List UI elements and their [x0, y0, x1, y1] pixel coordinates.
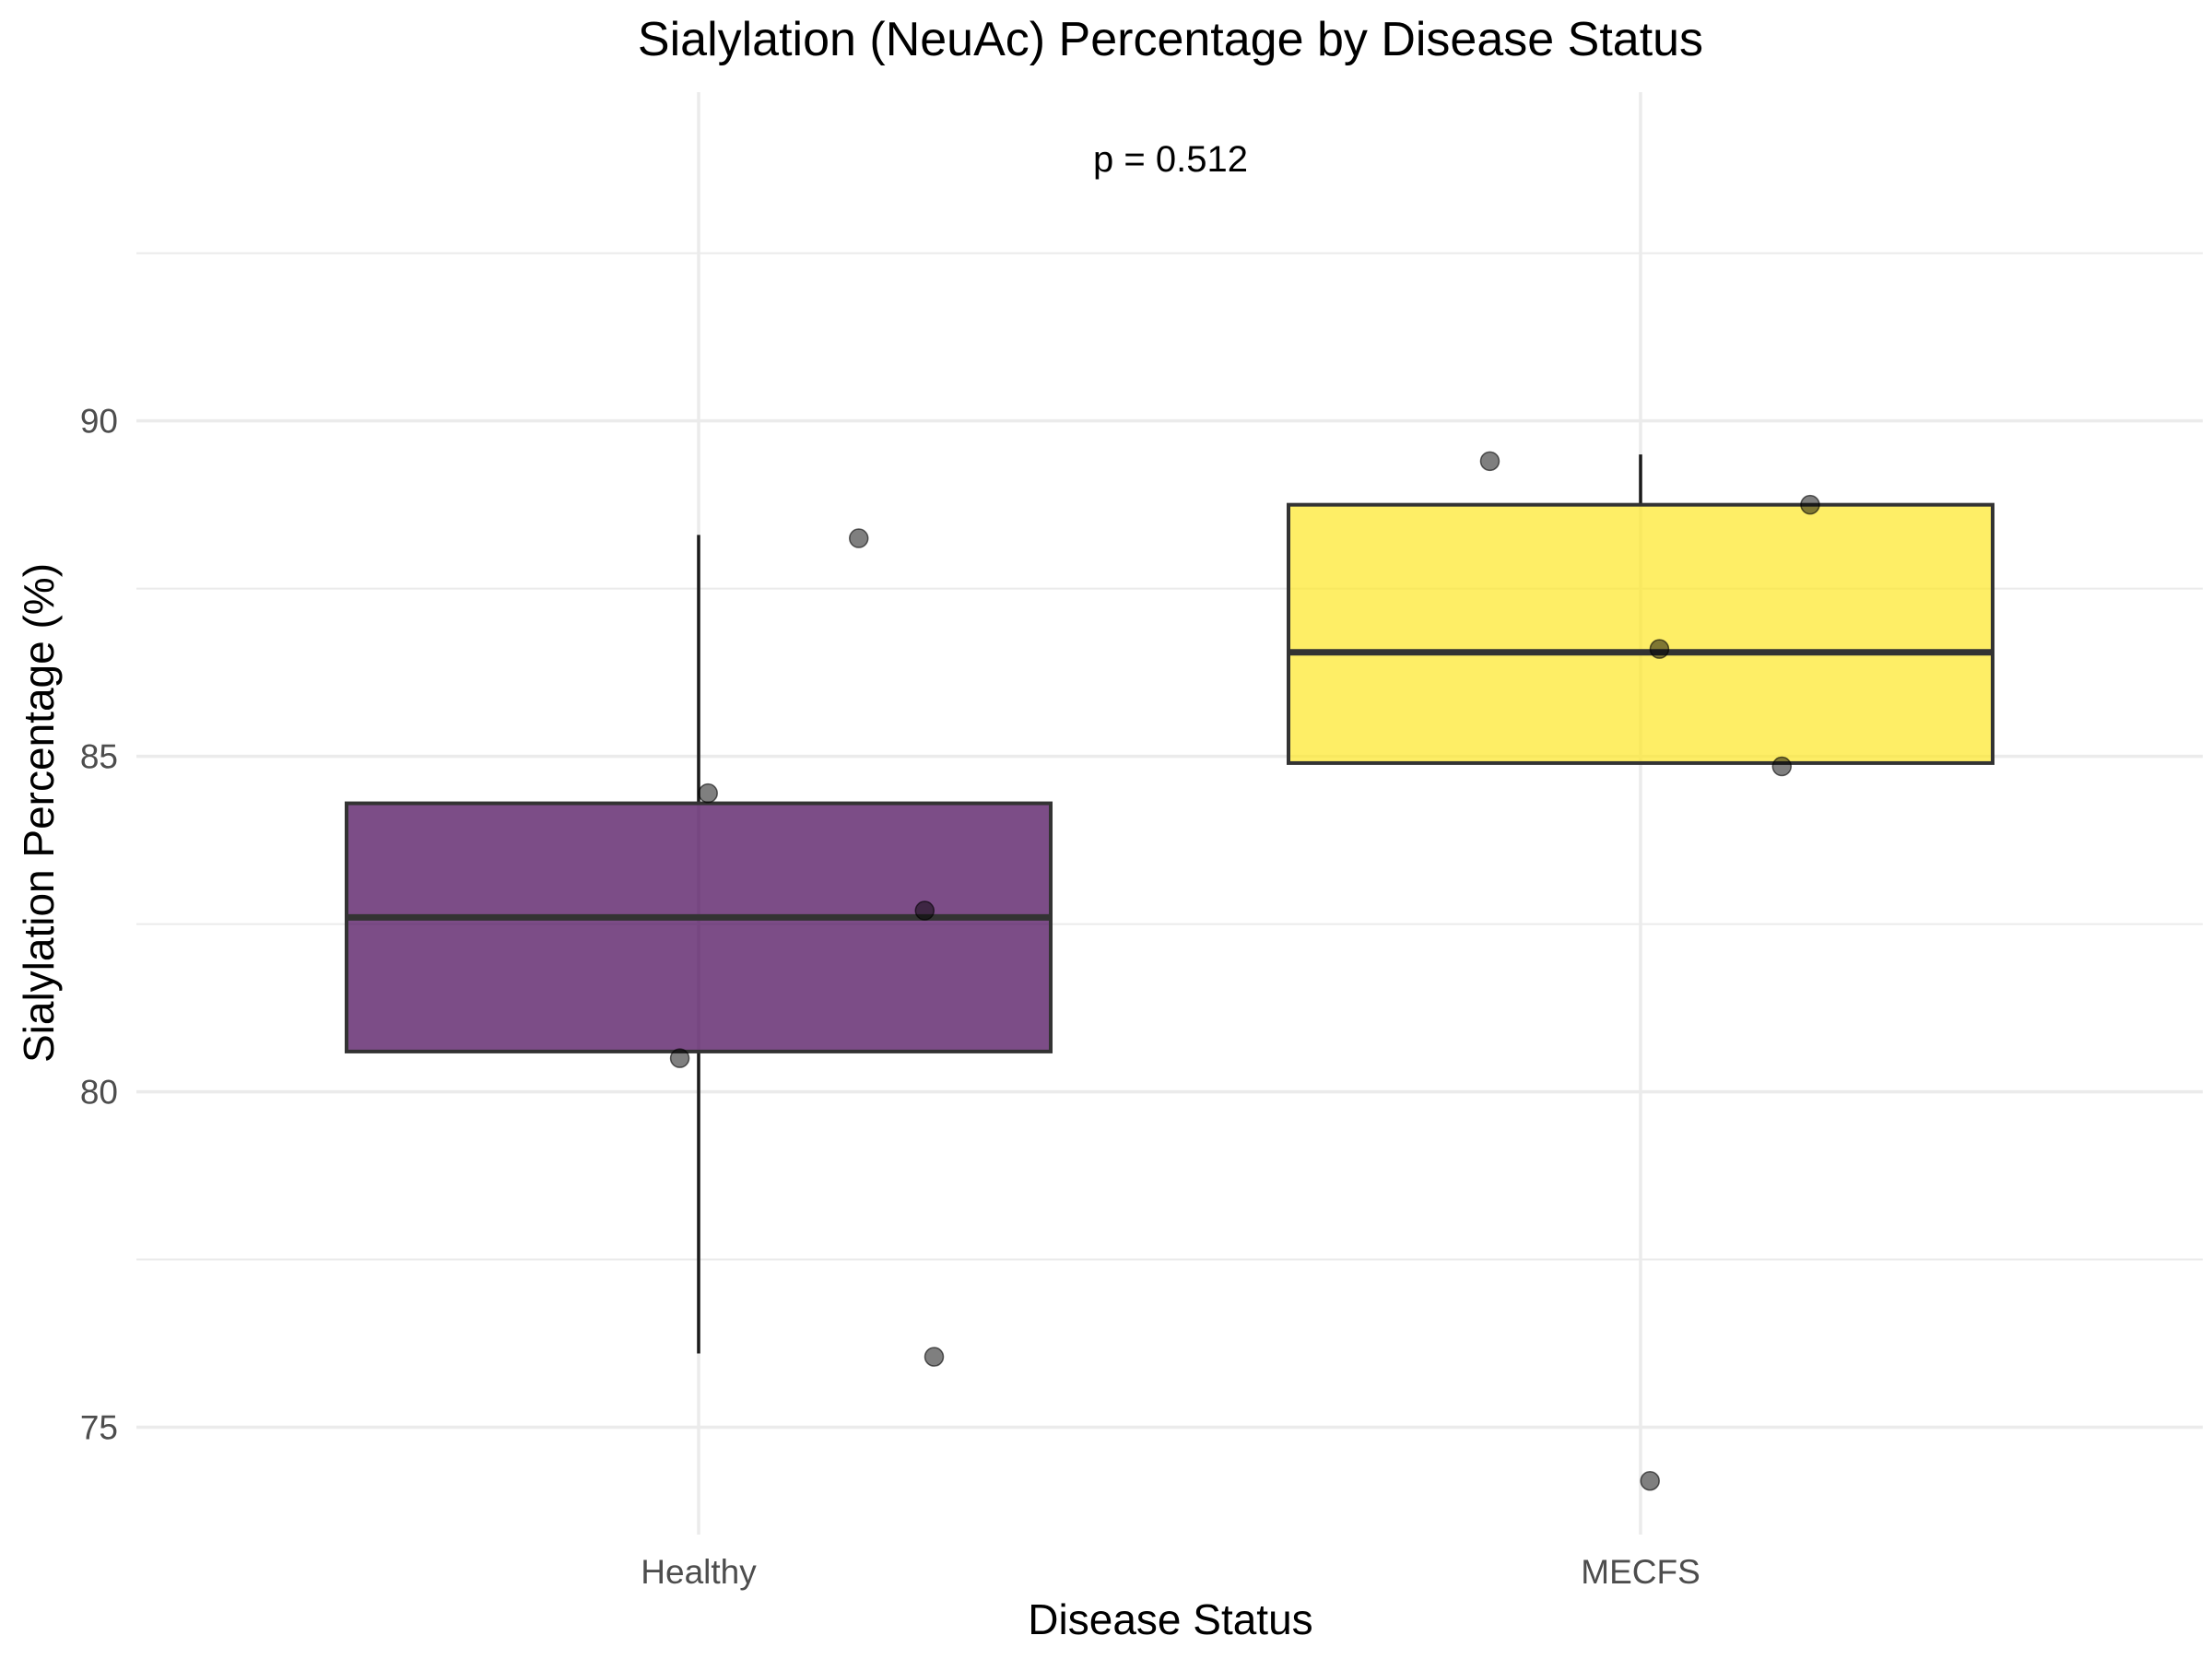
data-point [1479, 451, 1500, 472]
y-tick-label: 75 [80, 1409, 118, 1447]
data-point [1640, 1471, 1660, 1491]
x-tick-label: Healthy [641, 1553, 757, 1591]
chart-title: Sialylation (NeuAc) Percentage by Diseas… [638, 13, 1703, 66]
x-tick-label: MECFS [1581, 1553, 1700, 1591]
x-axis-title: Disease Status [1028, 1595, 1312, 1643]
y-tick-label: 80 [80, 1074, 118, 1112]
y-axis-title: Sialylation Percentage (%) [15, 563, 63, 1063]
box-healthy [345, 535, 1053, 1354]
data-point [669, 1048, 690, 1068]
data-point [848, 528, 869, 548]
y-tick-label: 90 [80, 403, 118, 441]
p-value-annotation: p = 0.512 [1093, 139, 1248, 180]
data-point [1771, 756, 1793, 777]
x-tick-labels: Healthy MECFS [641, 1553, 1700, 1591]
box-body [345, 801, 1053, 1053]
data-point [698, 782, 718, 804]
box-body [1287, 502, 1994, 765]
data-points [669, 451, 1820, 1491]
data-point [1649, 639, 1670, 659]
y-tick-label: 85 [80, 738, 118, 776]
data-point [924, 1347, 945, 1367]
box-mecfs [1287, 454, 1994, 765]
data-point [1800, 494, 1820, 515]
data-point [914, 900, 935, 921]
y-tick-labels: 75 80 85 90 [80, 403, 118, 1447]
boxplots [345, 454, 1994, 1354]
